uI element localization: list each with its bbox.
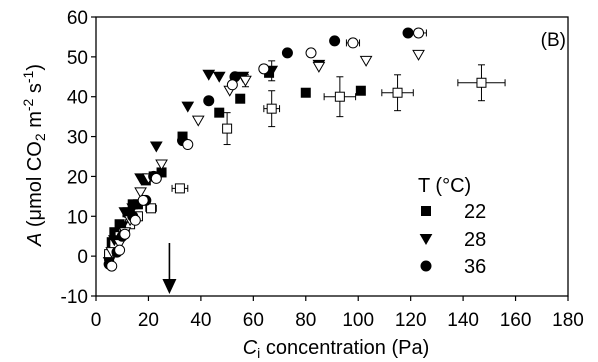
data-point [476, 77, 487, 88]
series-triangle-down-open [105, 49, 425, 259]
data-point [329, 35, 341, 47]
x-tick-label: 160 [500, 310, 532, 331]
data-point [300, 87, 311, 98]
data-point [214, 107, 225, 118]
plot-frame [95, 16, 569, 297]
panel-label: (B) [541, 30, 566, 51]
data-point [266, 103, 277, 114]
x-axis-title-var: C [243, 337, 258, 359]
y-tick-label: 50 [67, 48, 88, 69]
data-point [235, 93, 246, 104]
data-point [149, 141, 163, 153]
y-axis-title-sup1: -2 [20, 98, 36, 111]
y-tick-label: 20 [67, 167, 88, 188]
x-tick-label: 0 [91, 310, 102, 331]
x-axis-title-rest: concentration (Pa) [260, 337, 429, 359]
legend-marker-square [421, 206, 431, 216]
y-axis-title-mid2: s [24, 83, 46, 99]
data-point [258, 63, 270, 75]
data-point [347, 37, 359, 49]
y-tick-label: 30 [67, 128, 88, 149]
data-point [226, 79, 238, 91]
data-point [134, 187, 147, 199]
data-point [174, 183, 185, 194]
data-point [126, 203, 140, 215]
data-point [392, 87, 403, 98]
data-point [305, 47, 317, 59]
data-point [413, 27, 425, 39]
data-point [146, 203, 157, 214]
x-tick-label: 140 [447, 310, 479, 331]
plot-area [95, 16, 569, 297]
data-point [412, 49, 425, 61]
y-axis-title-mid: m [24, 111, 46, 133]
ci-arrow [162, 243, 177, 294]
y-axis-title: A (μmol CO2 m-2 s-1) [20, 64, 48, 247]
data-point [106, 260, 118, 272]
legend-label-28: 28 [464, 229, 486, 251]
data-point [334, 91, 345, 102]
x-tick-label: 120 [395, 310, 427, 331]
x-tick-label: 20 [138, 310, 159, 331]
data-point [191, 115, 205, 127]
data-point [212, 71, 226, 83]
data-point [150, 172, 162, 184]
data-point [202, 69, 216, 81]
data-marks [102, 27, 506, 272]
data-point [359, 55, 373, 67]
x-axis-title: Ci concentration (Pa) [243, 337, 430, 361]
arrow-head [162, 279, 177, 294]
data-point [203, 95, 215, 107]
y-tick-label: 60 [67, 8, 88, 29]
y-axis-title-sup2: -1 [20, 70, 36, 83]
data-point [182, 139, 194, 151]
y-axis-title-sub: 2 [32, 133, 48, 141]
data-point [137, 194, 149, 206]
y-tick-label: -10 [61, 287, 88, 308]
x-tick-label: 100 [342, 310, 374, 331]
legend-title: T (°C) [418, 175, 471, 197]
x-tick-label: 40 [190, 310, 211, 331]
data-point [114, 244, 126, 256]
data-point [312, 61, 326, 73]
data-point [129, 214, 141, 226]
y-axis-title-var: A [24, 233, 46, 247]
y-axis-title-open: (μmol CO [24, 141, 46, 233]
legend-label-36: 36 [464, 256, 486, 278]
y-tick-label: 40 [67, 88, 88, 109]
y-tick-label: 10 [67, 207, 88, 228]
data-point [239, 75, 252, 87]
x-tick-label: 180 [552, 310, 584, 331]
data-point [181, 101, 195, 113]
data-point [115, 221, 129, 233]
legend: T (°C) 22 28 36 [418, 175, 486, 278]
data-point [155, 159, 168, 171]
y-tick-label: 0 [77, 247, 88, 268]
data-point [355, 85, 366, 96]
series-circle-open [106, 27, 427, 272]
y-axis-title-close: ) [24, 64, 46, 71]
legend-marker-triangle-down [419, 234, 433, 245]
legend-marker-circle [420, 260, 432, 272]
legend-label-22: 22 [464, 201, 486, 223]
data-point [134, 173, 147, 185]
series-triangle-down-filled [102, 59, 326, 269]
x-axis-title-sub: i [257, 345, 260, 361]
legend-markers [419, 206, 433, 272]
data-point [118, 207, 132, 219]
data-point [119, 228, 131, 240]
data-point [222, 123, 233, 134]
x-tick-label: 80 [295, 310, 316, 331]
x-tick-label: 60 [243, 310, 264, 331]
data-point [281, 47, 293, 59]
